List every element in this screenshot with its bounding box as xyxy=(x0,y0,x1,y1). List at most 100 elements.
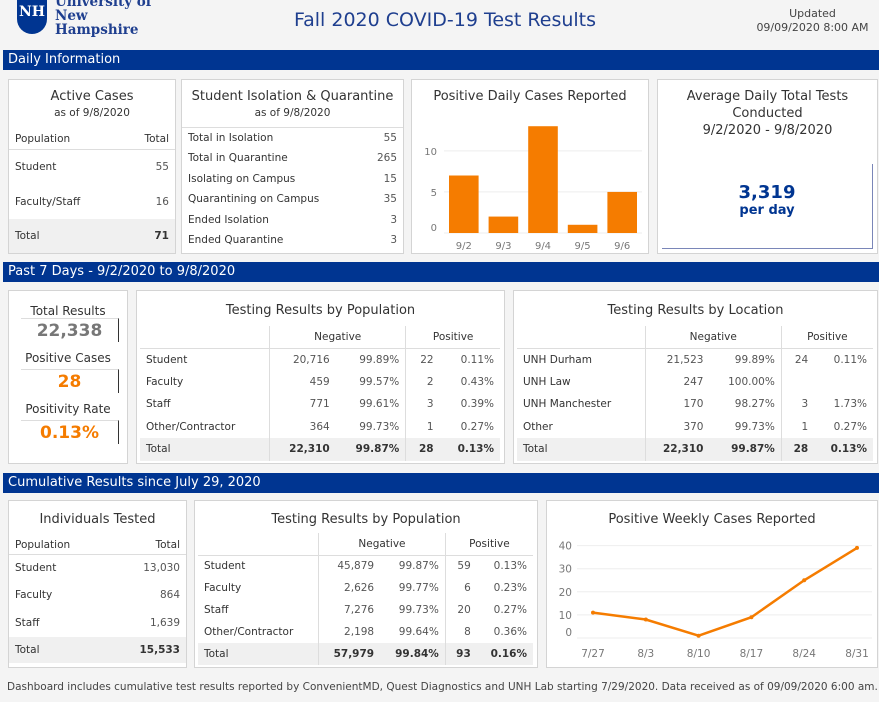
row-value: 265 xyxy=(376,152,397,165)
point-8/24[interactable] xyxy=(802,578,807,583)
weekly-cases-line xyxy=(592,546,858,638)
loc7-title: Testing Results by Location xyxy=(607,303,784,318)
total-value: 71 xyxy=(121,219,175,253)
table-row: Student 13,030 xyxy=(9,554,186,582)
row-label: Faculty xyxy=(140,370,271,393)
avg-title-1: Average Daily Total Tests xyxy=(686,89,849,104)
bar-chart: 0 5 10 9/2 9/3 9/4 9/5 9/6 xyxy=(424,126,642,252)
updated-value: 09/09/2020 8:00 AM xyxy=(756,21,869,34)
row-label: Student xyxy=(140,348,271,371)
row-label: Total in Isolation xyxy=(188,132,274,144)
total-results-value: 22,338 xyxy=(21,318,119,342)
positivity-rate-value: 0.13% xyxy=(21,420,119,444)
table-row: Student 45,879 99.87% 59 0.13% xyxy=(198,555,533,577)
updated-label: Updated xyxy=(789,7,836,20)
cell-value: 28 xyxy=(405,438,440,461)
popcum-title: Testing Results by Population xyxy=(271,512,461,527)
point-8/31[interactable] xyxy=(855,545,859,550)
table-row: Student 20,716 99.89% 22 0.11% xyxy=(140,348,500,371)
cell-value: 459 xyxy=(309,375,330,388)
individuals-panel: Individuals Tested Population Total Stude… xyxy=(8,500,187,668)
point-7/27[interactable] xyxy=(591,610,595,615)
x-tick-label: 9/5 xyxy=(575,241,591,252)
x-tick-label: 8/24 xyxy=(792,648,816,660)
cell-value: 0.27% xyxy=(460,420,494,433)
cell-value: 99.87% xyxy=(709,438,782,461)
cell-value: 28 xyxy=(781,438,815,461)
cell-value: 99.61% xyxy=(335,393,407,416)
y-tick-label: 30 xyxy=(559,564,572,576)
isolation-subtitle: as of 9/8/2020 xyxy=(254,107,331,119)
table-row: Faculty 459 99.57% 2 0.43% xyxy=(140,370,500,393)
cell-value: 99.73% xyxy=(335,415,407,438)
section-cumulative: Cumulative Results since July 29, 2020 xyxy=(3,473,879,493)
cell-value: 22,310 xyxy=(269,438,336,461)
cell-value: 45,879 xyxy=(337,560,375,573)
x-tick-label: 8/17 xyxy=(740,648,764,660)
cell-value: 22 xyxy=(420,353,434,366)
point-8/10[interactable] xyxy=(696,633,701,638)
cell-value: 0.36% xyxy=(493,626,527,638)
row-value: 35 xyxy=(383,193,397,206)
cell-value: 0.11% xyxy=(833,353,867,366)
row-label: Isolating on Campus xyxy=(188,172,296,185)
table-row: Ended Quarantine 3 xyxy=(182,230,403,251)
row-value: 15 xyxy=(383,172,397,185)
unh-logo[interactable]: NH University of New Hampshire xyxy=(0,0,170,40)
cell-value: 2,198 xyxy=(344,626,375,638)
row-label: Other/Contractor xyxy=(198,621,320,643)
table-row: Total in Isolation 55 xyxy=(182,128,403,149)
cell-value: 2,626 xyxy=(344,582,375,594)
line-chart-title: Positive Weekly Cases Reported xyxy=(608,512,816,527)
cell-value: 370 xyxy=(683,420,704,433)
avg-value: 3,319 xyxy=(738,182,796,203)
cell-value: 1 xyxy=(426,420,434,433)
row-label: Other/Contractor xyxy=(140,415,271,438)
cell-value: 3 xyxy=(426,398,434,411)
pop7-title: Testing Results by Population xyxy=(225,303,416,318)
active-cases-table: Population Total Student 55 Faculty/Staff 16… xyxy=(9,129,175,253)
point-8/3[interactable] xyxy=(643,617,648,622)
cell-value: 3 xyxy=(801,398,809,411)
individuals-title: Individuals Tested xyxy=(39,512,156,527)
negative-header: Negative xyxy=(269,326,407,348)
row-label: Staff xyxy=(198,599,320,621)
cell-value: 0.43% xyxy=(460,375,494,388)
positive-cases-label: Positive Cases xyxy=(25,351,111,365)
footer-note: Dashboard includes cumulative test resul… xyxy=(7,681,878,693)
positive-header: Positive xyxy=(807,330,848,343)
cell-value: 98.27% xyxy=(709,393,782,416)
isolation-quarantine-panel: Student Isolation & Quarantine as of 9/8… xyxy=(181,79,404,254)
total-row: Total 22,310 99.87% 28 0.13% xyxy=(140,438,500,461)
cell-value: 99.73% xyxy=(380,599,446,621)
y-tick-label: 40 xyxy=(559,541,572,553)
total-row: Total 57,979 99.84% 93 0.16% xyxy=(198,643,533,665)
bar-9/2[interactable] xyxy=(449,175,479,234)
bar-9/6[interactable] xyxy=(607,191,637,233)
negative-header: Negative xyxy=(318,533,446,555)
row-label: UNH Manchester xyxy=(517,393,646,416)
unh-shield-icon: NH xyxy=(17,0,47,34)
point-8/17[interactable] xyxy=(749,615,754,620)
row-label: Faculty xyxy=(198,577,320,599)
bar-9/3[interactable] xyxy=(488,216,519,233)
kpi-panel: Total Results 22,338 Positive Cases 28 P… xyxy=(8,290,128,464)
table-row: Staff 771 99.61% 3 0.39% xyxy=(140,393,500,416)
row-label: Quarantining on Campus xyxy=(188,193,320,206)
row-value: 55 xyxy=(155,160,169,173)
x-tick-label: 9/2 xyxy=(456,241,472,252)
cell-value: 1 xyxy=(801,420,809,433)
cell-value: 99.87% xyxy=(335,438,407,461)
total-results-label: Total Results xyxy=(30,304,106,318)
bar-9/5[interactable] xyxy=(567,224,598,233)
avg-range: 9/2/2020 - 9/8/2020 xyxy=(702,123,833,138)
total-label: Total xyxy=(9,219,122,253)
section-past-7-days: Past 7 Days - 9/2/2020 to 9/8/2020 xyxy=(3,262,879,282)
cell-value: 364 xyxy=(309,420,330,433)
bar-9/4[interactable] xyxy=(528,126,558,233)
cell-value: 0.27% xyxy=(833,420,867,433)
cell-value: 20 xyxy=(457,604,471,616)
table-row: UNH Manchester 170 98.27% 3 1.73% xyxy=(517,393,873,416)
pop7-panel: Testing Results by Population Negative Po… xyxy=(136,290,505,464)
cell-value: 0.23% xyxy=(493,582,527,594)
